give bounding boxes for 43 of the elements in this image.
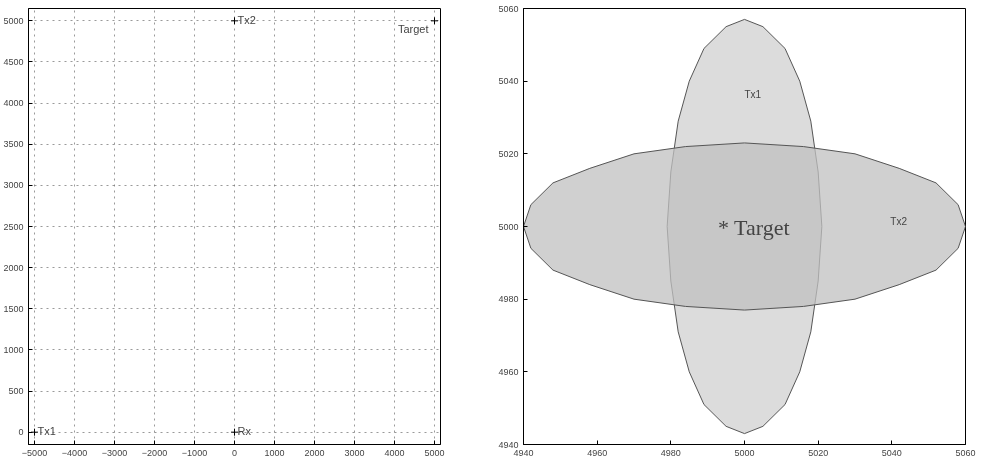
annotation: Rx xyxy=(237,425,252,438)
x-tick-label: 2000 xyxy=(304,447,325,458)
x-tick-label: 3000 xyxy=(344,447,365,458)
y-tick-label: 1500 xyxy=(3,303,24,314)
x-tick-label: 5020 xyxy=(808,447,829,458)
annotation: Tx2 xyxy=(890,215,908,227)
annotation: Tx1 xyxy=(744,89,762,101)
annotation: Tx2 xyxy=(237,13,256,26)
annotation: Target xyxy=(397,22,429,35)
x-tick-label: −2000 xyxy=(141,447,168,458)
x-tick-label: 4980 xyxy=(660,447,681,458)
annotation: * Target xyxy=(717,214,790,240)
y-tick-label: 0 xyxy=(18,427,24,438)
x-tick-label: −5000 xyxy=(21,447,48,458)
y-tick-label: 3000 xyxy=(3,180,24,191)
y-tick-label: 2500 xyxy=(3,221,24,232)
y-tick-label: 1000 xyxy=(3,344,24,355)
y-tick-label: 5000 xyxy=(498,221,519,232)
x-tick-label: 4000 xyxy=(384,447,405,458)
x-tick-label: 5060 xyxy=(955,447,976,458)
y-tick-label: 3500 xyxy=(3,139,24,150)
annotation: Tx1 xyxy=(37,425,56,438)
y-tick-label: 4500 xyxy=(3,56,24,67)
y-tick-label: 500 xyxy=(8,386,24,397)
x-tick-label: 1000 xyxy=(264,447,285,458)
x-tick-label: 4960 xyxy=(587,447,608,458)
x-tick-label: −1000 xyxy=(181,447,208,458)
x-tick-label: 4940 xyxy=(513,447,534,458)
y-tick-label: 5040 xyxy=(498,76,519,87)
y-tick-label: 5020 xyxy=(498,148,519,159)
x-tick-label: −4000 xyxy=(61,447,88,458)
y-tick-label: 4960 xyxy=(498,366,519,377)
y-tick-label: 5000 xyxy=(3,15,24,26)
y-tick-label: 4000 xyxy=(3,98,24,109)
x-tick-label: −3000 xyxy=(101,447,128,458)
x-tick-label: 5000 xyxy=(734,447,755,458)
y-tick-label: 5060 xyxy=(498,3,519,14)
y-tick-label: 2000 xyxy=(3,262,24,273)
x-tick-label: 0 xyxy=(232,447,238,458)
x-tick-label: 5040 xyxy=(881,447,902,458)
x-tick-label: 5000 xyxy=(424,447,445,458)
y-tick-label: 4980 xyxy=(498,294,519,305)
y-tick-label: 4940 xyxy=(498,439,519,450)
